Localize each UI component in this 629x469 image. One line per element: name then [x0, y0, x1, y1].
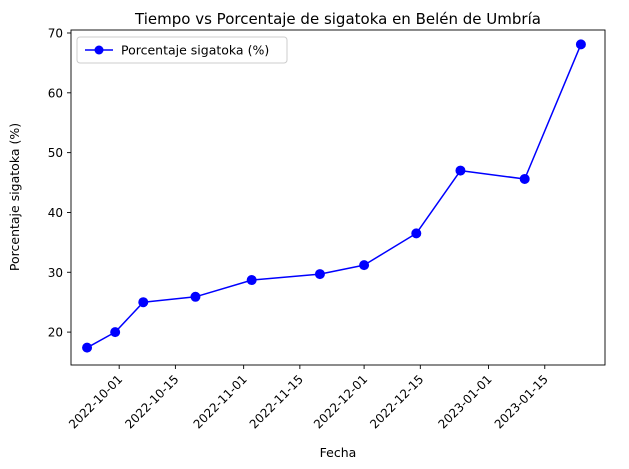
chart-title: Tiempo vs Porcentaje de sigatoka en Belé… [134, 10, 541, 28]
legend-label: Porcentaje sigatoka (%) [121, 43, 269, 58]
y-tick-label: 30 [48, 266, 63, 280]
y-tick-label: 40 [48, 206, 63, 220]
y-axis-label: Porcentaje sigatoka (%) [7, 123, 22, 271]
legend-marker [94, 45, 104, 55]
data-point [82, 342, 93, 353]
legend: Porcentaje sigatoka (%) [76, 36, 288, 64]
data-point [411, 228, 422, 239]
x-axis-label: Fecha [320, 445, 357, 460]
data-point [138, 297, 149, 308]
data-point [246, 275, 257, 286]
data-point [314, 269, 325, 280]
y-tick-label: 20 [48, 326, 63, 340]
data-point [110, 327, 121, 338]
data-point [190, 291, 201, 302]
axes-frame [70, 29, 606, 366]
data-point [575, 39, 586, 50]
y-tick-label: 50 [48, 146, 63, 160]
y-tick-label: 70 [48, 26, 63, 40]
y-tick-label: 60 [48, 86, 63, 100]
data-point [519, 173, 530, 184]
data-point [455, 165, 466, 176]
legend-box [76, 36, 288, 64]
data-point [359, 260, 370, 271]
